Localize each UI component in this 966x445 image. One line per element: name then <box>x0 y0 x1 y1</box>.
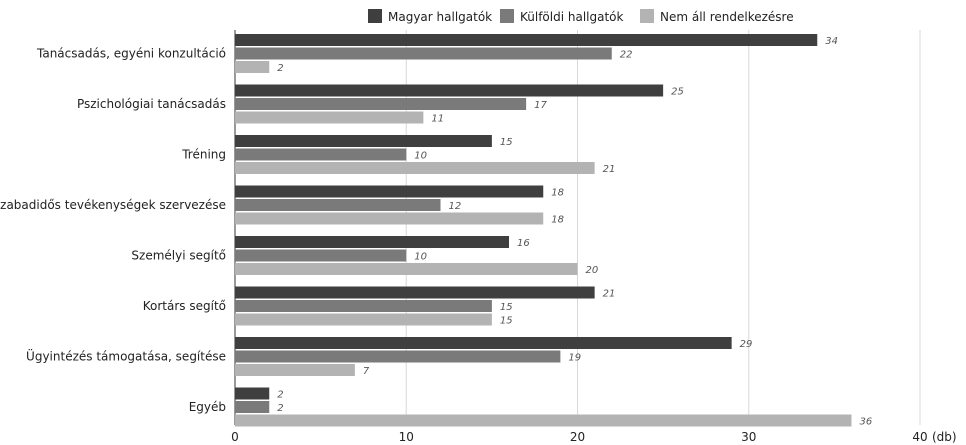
category-label: Ügyintézés támogatása, segítése <box>26 348 226 364</box>
category-label: Pszichológiai tanácsadás <box>77 97 226 111</box>
x-tick-label: 40 <box>912 430 927 444</box>
bar <box>235 337 732 349</box>
data-label: 7 <box>363 366 370 377</box>
data-label: 29 <box>740 339 753 350</box>
bar <box>235 236 509 248</box>
data-label: 2 <box>277 63 283 74</box>
category-label: Személyi segítő <box>131 249 226 263</box>
legend-swatch <box>500 9 514 23</box>
category-label: Kortárs segítő <box>143 299 226 313</box>
bar <box>235 414 852 427</box>
data-label: 22 <box>620 50 633 61</box>
bar <box>235 185 544 198</box>
data-label: 2 <box>277 390 283 401</box>
bar <box>235 350 561 363</box>
category-labels: Tanácsadás, egyéni konzultáció Pszichológ… <box>0 47 226 415</box>
data-label: 18 <box>551 215 564 226</box>
category-label: Szabadidős tevékenységek szervezése <box>0 198 226 212</box>
data-label: 15 <box>500 316 513 327</box>
data-label: 10 <box>414 252 427 263</box>
data-label: 16 <box>517 238 530 249</box>
data-label: 21 <box>603 164 616 175</box>
bar <box>235 401 270 413</box>
bar <box>235 98 527 110</box>
bar <box>235 61 270 73</box>
bar <box>235 162 595 174</box>
bar <box>235 313 492 326</box>
bar <box>235 300 492 312</box>
data-label: 34 <box>825 36 838 47</box>
legend-label: Magyar hallgatók <box>388 10 492 24</box>
x-tick-label: 10 <box>399 430 414 444</box>
data-label: 18 <box>551 188 564 199</box>
bar <box>235 263 578 275</box>
data-label: 15 <box>500 302 513 313</box>
legend-swatch <box>640 9 654 23</box>
data-label: 19 <box>568 353 581 364</box>
x-axis: 0 10 20 30 40 (db) <box>231 430 956 444</box>
data-label: 10 <box>414 151 427 162</box>
data-label: 2 <box>277 403 283 414</box>
data-label: 20 <box>586 265 599 276</box>
bar <box>235 364 355 376</box>
data-label: 12 <box>449 201 462 212</box>
x-axis-unit-label: (db) <box>932 430 957 444</box>
legend-label: Külföldi hallgatók <box>520 10 624 24</box>
x-tick-label: 30 <box>741 430 756 444</box>
data-label: 21 <box>603 289 616 300</box>
data-label: 15 <box>500 137 513 148</box>
bar <box>235 148 407 161</box>
category-label: Tanácsadás, egyéni konzultáció <box>36 47 226 61</box>
bars: 3422225171115102118121816102021151529197… <box>235 34 872 428</box>
bar <box>235 212 544 225</box>
bar <box>235 84 664 97</box>
legend-label: Nem áll rendelkezésre <box>660 10 794 24</box>
data-label: 17 <box>534 100 547 111</box>
bar <box>235 47 612 60</box>
legend: Magyar hallgatók Külföldi hallgatók Nem ál… <box>368 9 794 24</box>
bar <box>235 387 270 400</box>
category-label: Egyéb <box>189 400 226 414</box>
bar <box>235 249 407 262</box>
data-label: 11 <box>431 114 444 125</box>
data-label: 36 <box>860 417 873 428</box>
data-label: 25 <box>671 87 684 98</box>
legend-swatch <box>368 9 382 23</box>
category-label: Tréning <box>181 148 226 162</box>
x-tick-label: 20 <box>570 430 585 444</box>
bar <box>235 34 818 46</box>
bar <box>235 286 595 299</box>
bar <box>235 135 492 147</box>
bar <box>235 199 441 211</box>
x-tick-label: 0 <box>231 430 239 444</box>
bar <box>235 111 424 124</box>
